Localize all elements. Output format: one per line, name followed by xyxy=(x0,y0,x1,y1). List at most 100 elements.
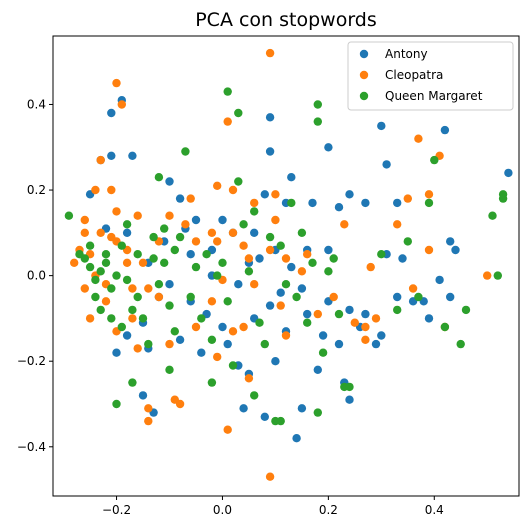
data-point xyxy=(122,258,132,267)
data-point xyxy=(133,292,142,302)
data-point xyxy=(377,250,386,259)
data-point xyxy=(101,258,111,267)
data-point xyxy=(122,220,132,229)
data-point xyxy=(361,335,370,344)
data-point xyxy=(160,224,169,233)
data-point xyxy=(218,215,227,225)
data-point xyxy=(234,177,243,186)
y-tick-label: 0.4 xyxy=(27,97,46,111)
data-point xyxy=(191,237,201,246)
data-point xyxy=(207,297,217,306)
data-point xyxy=(334,309,344,319)
data-point xyxy=(138,391,148,400)
data-point xyxy=(112,271,121,280)
data-point xyxy=(403,194,412,203)
data-point xyxy=(128,314,137,323)
data-point xyxy=(371,314,381,323)
data-point xyxy=(414,292,423,302)
x-tick-label: 0.0 xyxy=(213,503,232,517)
data-point xyxy=(191,262,201,272)
data-point xyxy=(112,348,121,357)
data-point xyxy=(345,190,354,199)
data-point xyxy=(281,254,291,263)
data-point xyxy=(255,318,264,327)
data-point xyxy=(340,220,349,229)
data-point xyxy=(175,194,185,203)
data-point xyxy=(175,335,185,344)
data-point xyxy=(234,108,243,118)
data-point xyxy=(361,309,370,319)
data-point xyxy=(165,365,174,374)
data-point xyxy=(154,292,164,302)
data-point xyxy=(213,271,222,280)
data-point xyxy=(250,391,259,400)
data-point xyxy=(318,348,328,357)
data-point xyxy=(244,267,254,276)
data-point xyxy=(228,361,238,370)
data-point xyxy=(138,314,148,323)
data-point xyxy=(122,275,132,285)
data-point xyxy=(271,190,280,199)
data-point xyxy=(234,280,243,289)
data-point xyxy=(250,207,259,216)
data-point xyxy=(276,416,285,426)
data-point xyxy=(255,254,264,263)
data-point xyxy=(250,228,259,237)
data-point xyxy=(276,301,285,310)
plot-area xyxy=(52,35,520,497)
data-point xyxy=(271,357,280,366)
data-point xyxy=(303,250,312,259)
data-point xyxy=(345,395,354,404)
data-point xyxy=(451,245,460,255)
data-point xyxy=(170,327,179,336)
data-point xyxy=(281,331,291,340)
data-point xyxy=(160,258,169,267)
data-point xyxy=(107,284,116,293)
data-point xyxy=(175,232,185,242)
data-point xyxy=(96,155,105,165)
plot-frame xyxy=(52,35,520,497)
data-point xyxy=(228,185,238,195)
legend-marker xyxy=(359,91,369,101)
data-point xyxy=(107,232,116,242)
data-point xyxy=(197,348,206,357)
data-point xyxy=(250,280,259,289)
data-point xyxy=(329,254,338,263)
data-point xyxy=(393,198,402,208)
data-point xyxy=(128,378,137,387)
data-point xyxy=(483,271,492,280)
data-point xyxy=(393,292,402,302)
data-point xyxy=(297,284,307,293)
data-point xyxy=(128,151,137,160)
data-point xyxy=(350,318,359,327)
data-point xyxy=(154,280,164,289)
data-point xyxy=(170,395,179,404)
data-point xyxy=(308,258,317,267)
data-point xyxy=(223,339,232,349)
data-point xyxy=(424,198,434,208)
data-point xyxy=(297,404,307,413)
data-point xyxy=(446,237,455,246)
x-tick-label: −0.2 xyxy=(102,503,131,517)
data-point xyxy=(149,254,158,263)
data-point xyxy=(85,241,95,250)
data-point xyxy=(191,215,201,225)
data-point xyxy=(85,314,95,323)
data-point xyxy=(398,254,407,263)
data-point xyxy=(138,258,148,267)
data-point xyxy=(186,194,195,203)
data-point xyxy=(80,228,90,237)
data-point xyxy=(271,215,280,225)
data-point xyxy=(91,275,100,285)
data-point xyxy=(202,250,211,259)
y-tick-label: 0.2 xyxy=(27,183,46,197)
legend-label: Queen Margaret xyxy=(385,89,483,103)
data-point xyxy=(324,245,333,255)
data-point xyxy=(281,280,291,289)
data-point xyxy=(498,194,508,203)
data-point xyxy=(297,267,307,276)
legend-marker xyxy=(359,49,369,59)
data-point xyxy=(292,292,301,302)
data-point xyxy=(345,305,354,315)
data-point xyxy=(297,228,307,237)
